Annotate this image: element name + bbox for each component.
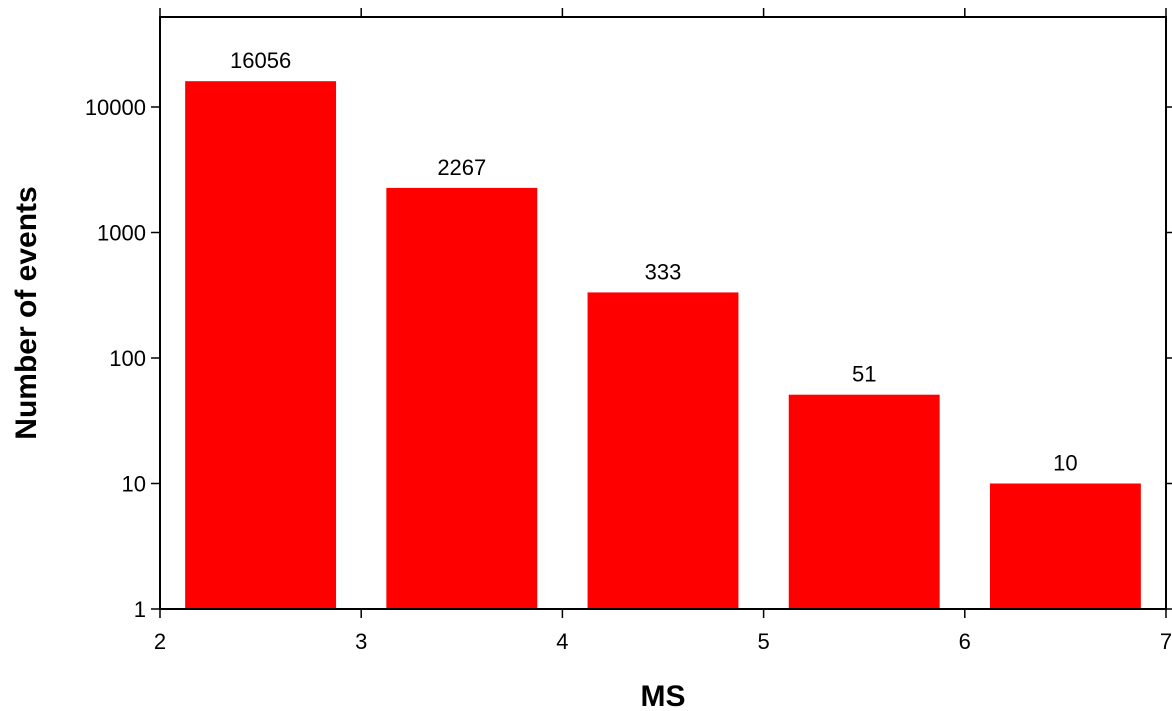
bar-value-label-4: 10 (1053, 451, 1077, 476)
bar-value-label-3: 51 (852, 362, 876, 387)
x-tick-label-3: 5 (757, 629, 769, 654)
bars-group (185, 81, 1141, 610)
x-tick-label-5: 7 (1160, 629, 1172, 654)
bar-value-label-2: 333 (645, 259, 682, 284)
bar-1 (386, 187, 538, 609)
bar-2 (587, 292, 739, 609)
bar-0 (185, 81, 337, 610)
y-tick-label-4: 10000 (85, 95, 146, 120)
x-axis-title: MS (641, 680, 686, 711)
x-ticks-group: 2 3 4 5 6 7 (154, 8, 1172, 654)
y-tick-label-0: 1 (134, 597, 146, 622)
x-tick-label-1: 3 (355, 629, 367, 654)
y-tick-label-3: 1000 (97, 221, 146, 246)
x-tick-label-0: 2 (154, 629, 166, 654)
plot-frame (159, 16, 1167, 610)
x-tick-label-2: 4 (556, 629, 568, 654)
y-tick-label-2: 100 (109, 346, 146, 371)
y-axis-title: Number of events (10, 186, 43, 439)
x-tick-label-4: 6 (959, 629, 971, 654)
bar-3 (788, 394, 940, 609)
y-tick-label-1: 10 (122, 472, 146, 497)
y-ticks-group: 1 10 100 1000 10000 (85, 95, 1172, 622)
bar-value-label-1: 2267 (437, 155, 486, 180)
bar-labels-group: 16056 2267 333 51 10 (230, 48, 1078, 475)
bar-4 (989, 483, 1141, 609)
bar-value-label-0: 16056 (230, 48, 291, 73)
